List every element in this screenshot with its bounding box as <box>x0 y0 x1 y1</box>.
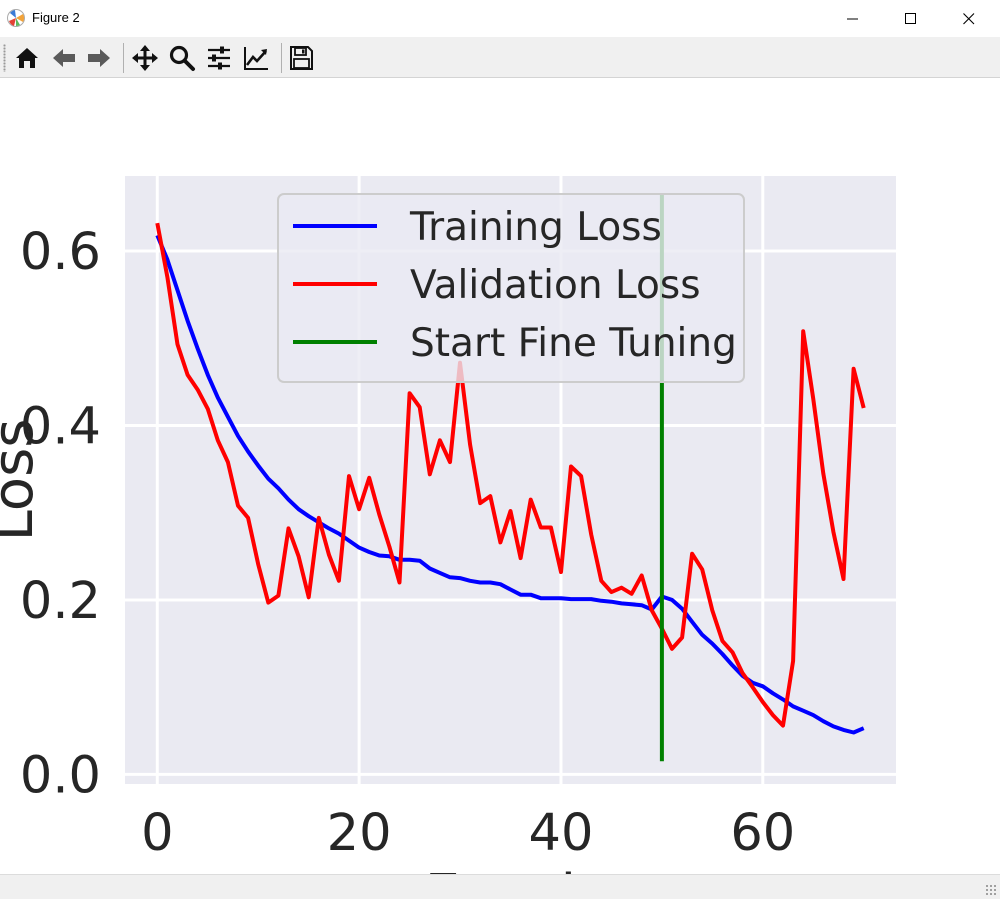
edit-axes-button[interactable] <box>239 41 273 75</box>
figure-canvas[interactable]: 0 20 40 60 0.0 0.2 0.4 0.6 Epoch Loss Training … <box>0 78 1000 874</box>
pan-button[interactable] <box>128 41 162 75</box>
y-tick-label: 0.6 <box>20 223 101 282</box>
arrow-right-icon <box>88 49 110 67</box>
minimize-icon <box>847 18 858 19</box>
line-chart-icon <box>244 47 268 70</box>
y-tick-label: 0.2 <box>20 572 101 631</box>
move-icon <box>132 45 158 71</box>
toolbar-separator <box>281 43 282 73</box>
subplots-button[interactable] <box>202 41 236 75</box>
minimize-button[interactable] <box>824 0 882 37</box>
legend-frame <box>277 193 745 383</box>
app-icon <box>7 9 25 27</box>
tick-labels: 0 20 40 60 0.0 0.2 0.4 0.6 <box>20 223 795 863</box>
x-tick-label: 60 <box>730 804 795 863</box>
floppy-disk-icon <box>290 46 313 70</box>
x-tick-label: 20 <box>327 804 392 863</box>
sliders-icon <box>208 46 230 70</box>
toolbar-separator <box>123 43 124 73</box>
home-button[interactable] <box>10 41 44 75</box>
maximize-icon <box>905 12 916 24</box>
magnifier-icon <box>169 45 195 71</box>
window-title: Figure 2 <box>32 10 80 25</box>
toolbar-grip[interactable] <box>3 44 6 72</box>
x-tick-label: 40 <box>529 804 594 863</box>
legend-label-training-loss: Training Loss <box>409 205 662 250</box>
y-tick-label: 0.4 <box>20 397 101 456</box>
home-icon <box>16 48 38 68</box>
close-button[interactable] <box>940 0 998 37</box>
back-button[interactable] <box>47 41 81 75</box>
toolbar <box>0 37 1000 78</box>
y-axis-label: Loss <box>0 419 46 542</box>
legend-label-validation-loss: Validation Loss <box>410 263 701 308</box>
series-validation-loss <box>155 222 866 728</box>
title-bar: Figure 2 <box>0 0 1000 37</box>
forward-button[interactable] <box>82 41 116 75</box>
resize-grip[interactable] <box>985 884 997 896</box>
close-icon <box>963 12 975 24</box>
zoom-button[interactable] <box>165 41 199 75</box>
status-bar <box>0 874 1000 899</box>
legend: Training Loss Validation Loss Start Fine T… <box>277 193 745 383</box>
x-axis-label: Epoch <box>425 863 596 874</box>
maximize-button[interactable] <box>882 0 940 37</box>
arrow-left-icon <box>53 49 75 67</box>
y-tick-label: 0.0 <box>20 746 101 805</box>
x-tick-label: 0 <box>141 804 173 863</box>
save-button[interactable] <box>284 41 318 75</box>
legend-label-start-fine-tuning: Start Fine Tuning <box>410 321 737 366</box>
